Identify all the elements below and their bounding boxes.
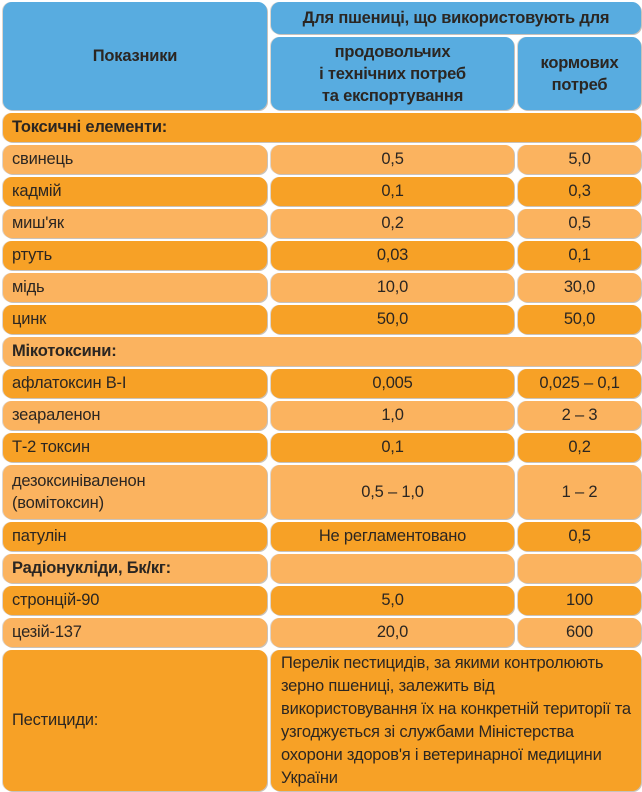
row-name: стронцій-90	[3, 586, 267, 615]
empty-cell	[271, 554, 514, 583]
header-for-wheat: Для пшениці, що використовують для	[271, 2, 641, 34]
row-name: патулін	[3, 522, 267, 551]
row-feed: 600	[518, 618, 641, 647]
row-name: мідь	[3, 273, 267, 302]
row-name: Т-2 токсин	[3, 433, 267, 462]
header-food-line: і технічних потреб	[319, 64, 466, 83]
norms-table: Показники Для пшениці, що використовують…	[3, 2, 641, 791]
row-food: 10,0	[271, 273, 514, 302]
row-name: ртуть	[3, 241, 267, 270]
row-feed: 0,1	[518, 241, 641, 270]
row-name: кадмій	[3, 177, 267, 206]
row-name: зеараленон	[3, 401, 267, 430]
row-feed: 0,5	[518, 209, 641, 238]
row-feed: 5,0	[518, 145, 641, 174]
section-mycotoxins: Мікотоксини:	[3, 337, 641, 366]
row-name: дезоксиніваленон (вомітоксин)	[3, 465, 267, 519]
row-food: 1,0	[271, 401, 514, 430]
row-name-line: (вомітоксин)	[12, 494, 104, 512]
row-name: афлатоксин В-І	[3, 369, 267, 398]
row-food: 0,1	[271, 177, 514, 206]
row-food: 0,5 – 1,0	[271, 465, 514, 519]
header-feed-line: потреб	[551, 75, 608, 94]
row-food: 50,0	[271, 305, 514, 334]
header-food: продовольчих і технічних потреб та експо…	[271, 37, 514, 110]
row-feed: 2 – 3	[518, 401, 641, 430]
row-feed: 0,3	[518, 177, 641, 206]
row-food: Не регламентовано	[271, 522, 514, 551]
pesticides-name: Пестициди:	[3, 650, 267, 791]
row-food: 5,0	[271, 586, 514, 615]
header-feed-line: кормових	[540, 53, 619, 72]
header-food-line: продовольчих	[334, 42, 451, 61]
row-feed: 0,5	[518, 522, 641, 551]
row-food: 0,1	[271, 433, 514, 462]
row-food: 0,005	[271, 369, 514, 398]
row-name: цезій-137	[3, 618, 267, 647]
section-toxic: Токсичні елементи:	[3, 113, 641, 142]
header-feed: кормових потреб	[518, 37, 641, 110]
header-indicators: Показники	[3, 2, 267, 110]
row-food: 0,03	[271, 241, 514, 270]
section-radionuclides: Радіонукліди, Бк/кг:	[3, 554, 267, 583]
row-food: 0,5	[271, 145, 514, 174]
row-food: 20,0	[271, 618, 514, 647]
header-food-line: та експортування	[321, 86, 464, 105]
row-name: свинець	[3, 145, 267, 174]
pesticides-text: Перелік пестицидів, за якими контролюють…	[271, 650, 641, 791]
row-feed: 30,0	[518, 273, 641, 302]
row-feed: 0,025 – 0,1	[518, 369, 641, 398]
row-feed: 1 – 2	[518, 465, 641, 519]
row-name: миш'як	[3, 209, 267, 238]
empty-cell	[518, 554, 641, 583]
row-food: 0,2	[271, 209, 514, 238]
row-feed: 0,2	[518, 433, 641, 462]
row-name-line: дезоксиніваленон	[12, 472, 146, 490]
row-feed: 100	[518, 586, 641, 615]
row-name: цинк	[3, 305, 267, 334]
row-feed: 50,0	[518, 305, 641, 334]
